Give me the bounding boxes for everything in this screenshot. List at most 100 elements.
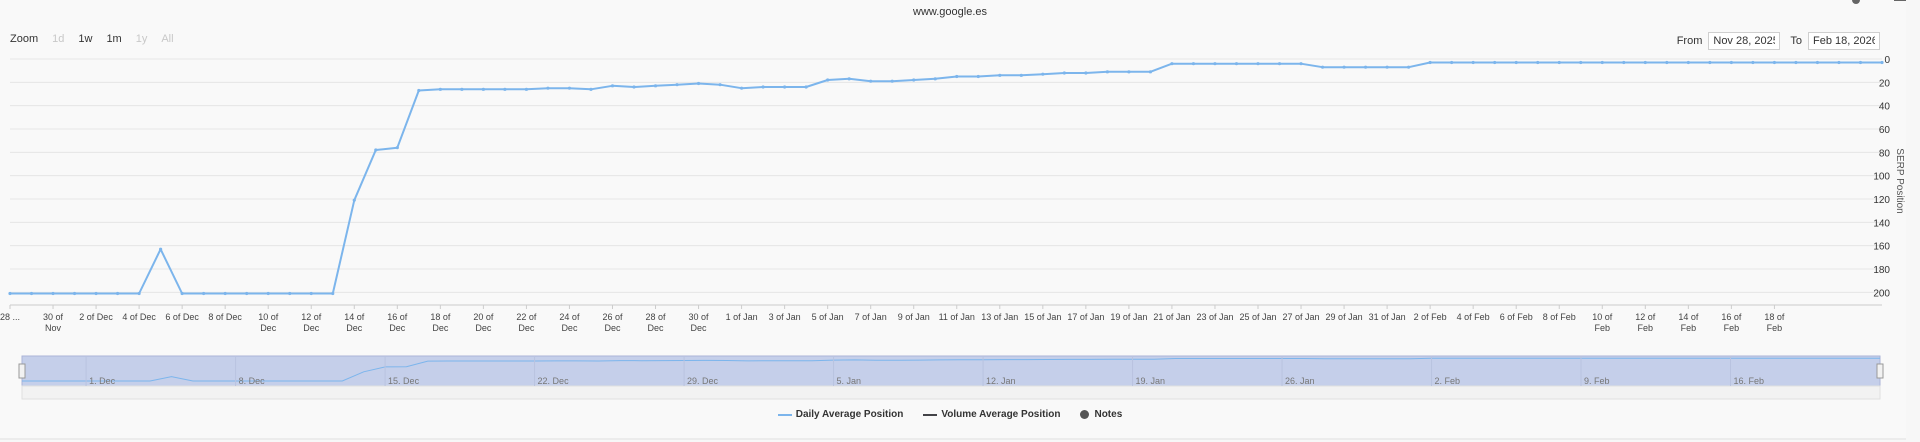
- from-date-input[interactable]: [1708, 32, 1781, 50]
- data-point: [1407, 65, 1411, 69]
- x-tick-label: 2 of Dec: [79, 312, 113, 322]
- data-point: [159, 247, 163, 251]
- navigator-series-line: [22, 357, 1880, 382]
- data-point: [417, 88, 421, 93]
- legend-dot-icon: [1080, 410, 1090, 419]
- x-tick-label: 5 of Jan: [812, 312, 844, 322]
- navigator-label: 29. Dec: [687, 376, 719, 386]
- data-point: [1084, 71, 1088, 75]
- data-point: [847, 77, 851, 81]
- zoom-1m-button[interactable]: 1m: [106, 33, 122, 45]
- legend-label: Notes: [1094, 409, 1123, 420]
- y-tick-label: 80: [1879, 148, 1891, 159]
- chart-legend: Daily Average Position Volume Average Po…: [0, 409, 1900, 420]
- data-point: [223, 291, 227, 296]
- data-point: [1794, 60, 1798, 65]
- data-point: [1751, 60, 1755, 65]
- date-range: From To: [1667, 32, 1880, 50]
- data-point: [890, 79, 894, 83]
- navigator-left-handle[interactable]: [18, 363, 26, 379]
- menu-dot-icon[interactable]: [1852, 0, 1860, 4]
- x-tick-label: 18 of Dec: [430, 312, 451, 333]
- x-tick-label: 6 of Feb: [1500, 312, 1533, 322]
- legend-notes[interactable]: Notes: [1080, 409, 1122, 420]
- legend-daily-average[interactable]: Daily Average Position: [777, 409, 904, 420]
- data-point: [245, 291, 249, 296]
- legend-line-icon: [777, 413, 792, 416]
- data-point: [739, 86, 744, 90]
- to-label: To: [1790, 35, 1802, 47]
- x-tick-label: 30 of Dec: [689, 312, 710, 333]
- zoom-1d-button[interactable]: 1d: [52, 33, 65, 45]
- navigator-label: 15. Dec: [388, 376, 420, 386]
- zoom-1w-button[interactable]: 1w: [78, 33, 93, 45]
- data-point: [1686, 60, 1690, 65]
- data-point: [1191, 62, 1196, 66]
- data-point: [632, 85, 636, 89]
- navigator-right-handle[interactable]: [1876, 363, 1884, 379]
- x-tick-label: 6 of Dec: [165, 312, 199, 322]
- legend-label: Daily Average Position: [795, 409, 904, 420]
- data-point: [1858, 60, 1863, 65]
- x-tick-label: 14 of Dec: [344, 312, 365, 333]
- data-point: [309, 291, 313, 296]
- data-point: [1708, 60, 1712, 65]
- data-point: [481, 87, 485, 91]
- navigator-label: 9. Feb: [1584, 376, 1610, 386]
- data-point: [1342, 65, 1346, 69]
- data-point: [1643, 60, 1647, 65]
- data-point: [675, 83, 679, 87]
- data-point: [546, 86, 550, 90]
- data-point: [72, 291, 77, 296]
- zoom-all-button[interactable]: All: [161, 33, 174, 45]
- x-tick-label: 13 of Jan: [981, 312, 1018, 322]
- x-tick-label: 28 of Dec: [646, 312, 667, 333]
- to-date-input[interactable]: [1808, 32, 1880, 50]
- data-point: [524, 87, 529, 91]
- legend-volume-average[interactable]: Volume Average Position: [923, 409, 1060, 420]
- x-tick-label: 4 of Dec: [122, 312, 156, 322]
- data-point: [1450, 60, 1454, 65]
- data-point: [1514, 60, 1518, 65]
- x-tick-label: 7 of Jan: [855, 312, 887, 322]
- x-tick-label: 14 of Feb: [1678, 312, 1699, 333]
- data-point: [1600, 60, 1604, 65]
- data-point: [1363, 65, 1368, 69]
- navigator-scrollbar: [21, 385, 1881, 400]
- x-tick-label: 8 of Dec: [208, 312, 242, 322]
- x-tick-label: 30 of Nov: [43, 312, 64, 333]
- zoom-selector: Zoom 1d 1w 1m 1y All: [10, 33, 188, 45]
- x-tick-label: 10 of Feb: [1592, 312, 1613, 333]
- zoom-1y-button[interactable]: 1y: [135, 33, 148, 45]
- data-point: [180, 291, 184, 296]
- data-point: [653, 84, 658, 88]
- x-tick-label: 15 of Jan: [1024, 312, 1061, 322]
- data-point: [202, 291, 206, 296]
- x-tick-label: 20 of Dec: [473, 312, 494, 333]
- data-point: [589, 87, 593, 91]
- data-point: [374, 148, 378, 152]
- navigator-label: 26. Jan: [1285, 376, 1315, 386]
- data-point: [761, 85, 765, 89]
- data-point: [288, 291, 292, 296]
- y-tick-label: 0: [1884, 55, 1890, 66]
- data-point: [998, 73, 1002, 77]
- data-point: [1385, 65, 1389, 69]
- x-tick-label: 21 of Jan: [1153, 312, 1190, 322]
- data-point: [933, 77, 937, 81]
- data-point: [115, 291, 120, 296]
- data-point: [1213, 62, 1217, 66]
- data-point: [1277, 62, 1282, 66]
- from-label: From: [1676, 35, 1703, 47]
- data-point: [1557, 60, 1561, 65]
- y-axis-title: SERP Position: [1894, 148, 1905, 213]
- data-point: [51, 291, 55, 296]
- y-tick-label: 200: [1873, 288, 1890, 299]
- menu-bar-icon[interactable]: [1894, 0, 1906, 1]
- navigator-label: 2. Feb: [1435, 376, 1461, 386]
- x-tick-label: 2 of Feb: [1414, 312, 1447, 322]
- data-point: [1234, 62, 1239, 66]
- data-point: [567, 86, 572, 90]
- data-point: [395, 146, 399, 150]
- y-tick-label: 160: [1873, 242, 1890, 253]
